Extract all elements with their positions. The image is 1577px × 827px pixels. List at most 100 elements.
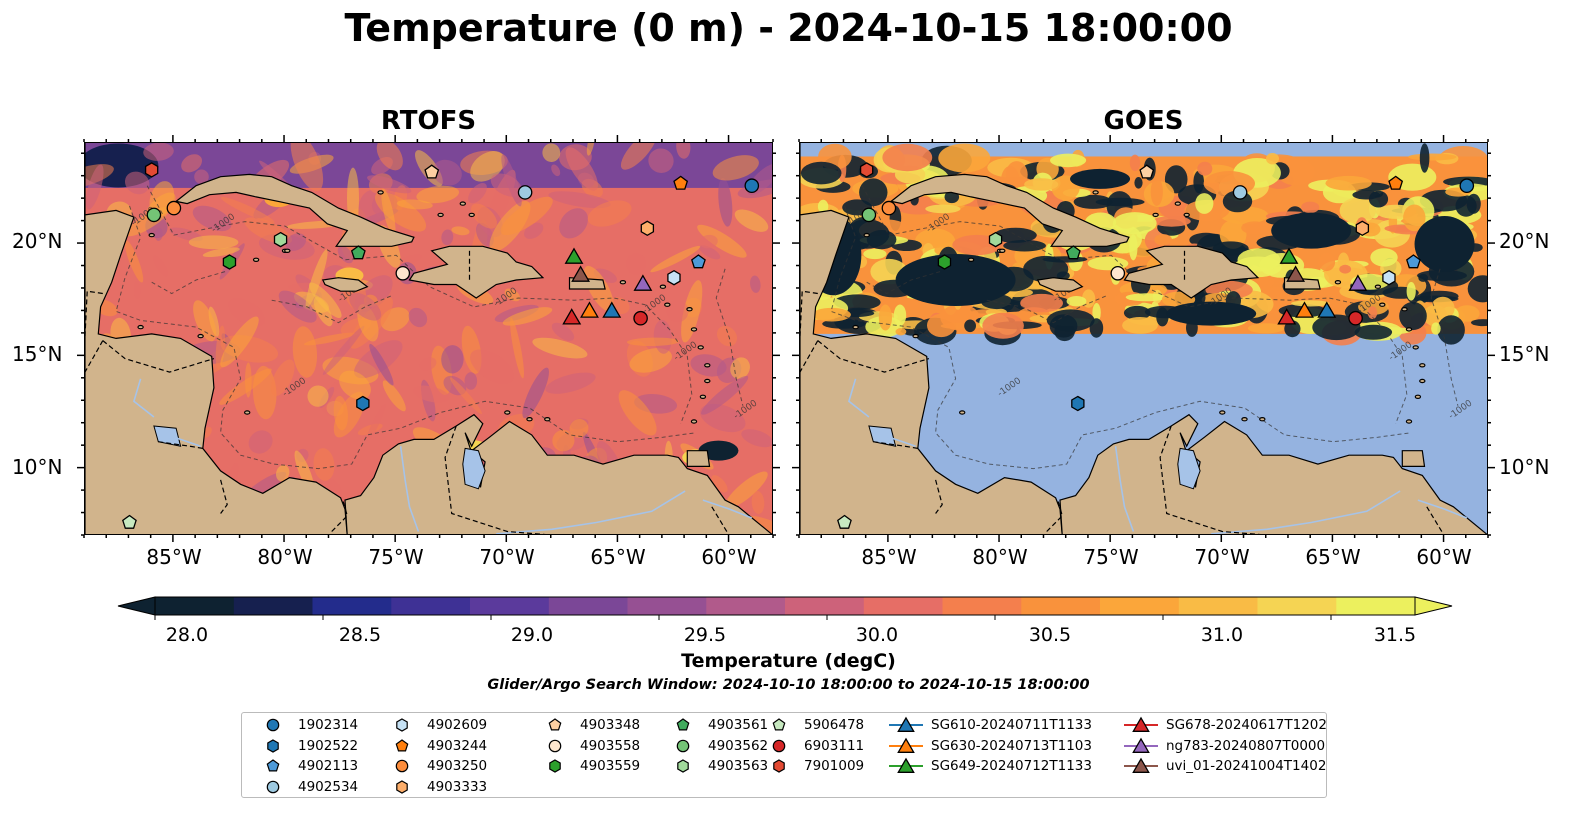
pentagon-icon [266,759,280,772]
lat-label-right-20n: 20°N [1499,229,1550,253]
colorbar-bin [942,597,1022,615]
legend-label: 4903559 [580,758,641,774]
panel-title-goes: GOES [1103,106,1184,136]
colorbar-bin [1178,597,1259,615]
legend-label: 4903563 [708,758,769,774]
colorbar-tick-31-5: 31.5 [1373,624,1417,646]
isobath-lines [115,185,744,470]
marker-4903558 [395,266,411,281]
lat-label-right-10n: 10°N [1499,455,1550,479]
legend-label: 4903562 [708,737,769,754]
lat-label-left-15n: 15°N [12,342,63,366]
axis-ticks [77,135,1495,542]
colorbar-tick-29-0: 29.0 [510,624,554,646]
platform-legend: 1902314 1902522 4902113 4902534 4902609 49032… [241,712,1327,798]
marker-4903244 [673,175,689,190]
colorbar-bin [470,597,550,615]
hexagon-icon [773,759,785,773]
colorbar-bin [548,597,629,615]
legend-label: 6903111 [804,737,865,754]
triangle-icon [1124,737,1158,753]
rivers [132,378,753,534]
legend-label: SG630-20240713T1103 [931,737,1092,754]
legend-label: 4903250 [427,758,488,774]
lon-label-right-65w: 65°W [1305,545,1361,569]
marker-4902534 [517,185,533,200]
circle-icon [548,739,562,752]
marker-5906478 [837,514,852,529]
marker-1902522 [356,395,370,412]
marker-4903333 [640,220,655,237]
marker-4903348 [1139,164,1155,179]
triangle-icon [1124,716,1158,732]
marker-4903333 [1355,220,1370,237]
colorbar-bin [391,597,471,615]
marker-4903561 [350,245,366,260]
lakes [868,425,1201,490]
hexagon-icon [267,738,279,753]
marker-6903111 [633,310,648,326]
marker-uvi_01-20241004t1402 [571,265,591,282]
colorbar-tick-30-0: 30.0 [855,624,899,646]
colorbar-tick-28-0: 28.0 [165,624,209,646]
colorbar-bin [1257,597,1337,615]
lon-label-right-60w: 60°W [1416,545,1472,569]
marker-ng783-20240807t0000 [633,274,653,291]
marker-4903250 [881,200,897,216]
rtofs-map-canvas: -1000 -1000-1000-1000 -1000 -1000-1000-1000 [85,143,772,534]
legend-label: SG610-20240711T1133 [931,717,1092,733]
lon-label-left-65w: 65°W [590,545,646,569]
figure-title: Temperature (0 m) - 2024-10-15 18:00:00 [344,6,1233,50]
marker-7901009 [859,162,874,178]
legend-label: 1902522 [298,737,359,754]
circle-icon [772,739,786,752]
triangle-icon [889,716,923,732]
lat-label-left-10n: 10°N [12,455,63,479]
legend-label: SG678-20240617T1202 [1166,717,1327,733]
marker-4903563 [273,231,288,248]
colorbar-bin [1336,597,1416,615]
marker-sg610-20240711t1133 [1317,301,1337,318]
lon-label-right-85w: 85°W [861,545,917,569]
legend-label: 4903561 [708,717,769,733]
colorbar-bin [627,597,707,615]
goes-map: -1000 -1000 -1000 -1000 -1000 -1000 -1000 -1000 [799,142,1488,535]
marker-4903250 [166,200,182,216]
marker-4903561 [1065,245,1081,260]
legend-label: SG649-20240712T1133 [931,758,1092,774]
colorbar-bin [233,597,314,615]
hexagon-icon [396,718,408,732]
rivers [847,378,1468,534]
country-borders [85,250,729,534]
platform-markers [122,162,760,529]
legend-label: 7901009 [804,758,865,774]
marker-sg630-20240713t1103 [580,301,599,318]
search-window-text: Glider/Argo Search Window: 2024-10-10 18… [487,677,1090,693]
lon-label-left-85w: 85°W [146,545,202,569]
marker-sg678-20240617t1202 [562,308,582,325]
marker-sg649-20240712t1133 [1279,247,1299,264]
legend-label: uvi_01-20241004T1402 [1166,758,1327,774]
lon-label-right-70w: 70°W [1194,545,1250,569]
marker-4903562 [861,207,877,223]
marker-sg630-20240713t1103 [1295,301,1314,318]
circle-icon [266,780,280,793]
legend-label: 5906478 [804,717,865,733]
colorbar-label: Temperature (degC) [681,650,896,672]
marker-6903111 [1348,310,1363,326]
colorbar-bin [1100,597,1180,615]
pentagon-icon [548,718,562,731]
isobath-lines [830,185,1459,470]
colorbar-tick-29-5: 29.5 [683,624,727,646]
triangle-icon [889,757,923,773]
colorbar-bin [785,597,865,615]
rtofs-map: -1000 -1000 -1000 -1000 -1000 -1000 -1000 -1000 [84,142,773,535]
marker-4903244 [1388,175,1404,190]
legend-label: 4903348 [580,717,641,733]
marker-uvi_01-20241004t1402 [1286,265,1306,282]
marker-4902609 [1382,269,1396,286]
marker-1902522 [1071,395,1085,412]
marker-4903348 [424,164,440,179]
legend-label: ng783-20240807T0000 [1166,737,1326,754]
lat-label-right-15n: 15°N [1499,342,1550,366]
